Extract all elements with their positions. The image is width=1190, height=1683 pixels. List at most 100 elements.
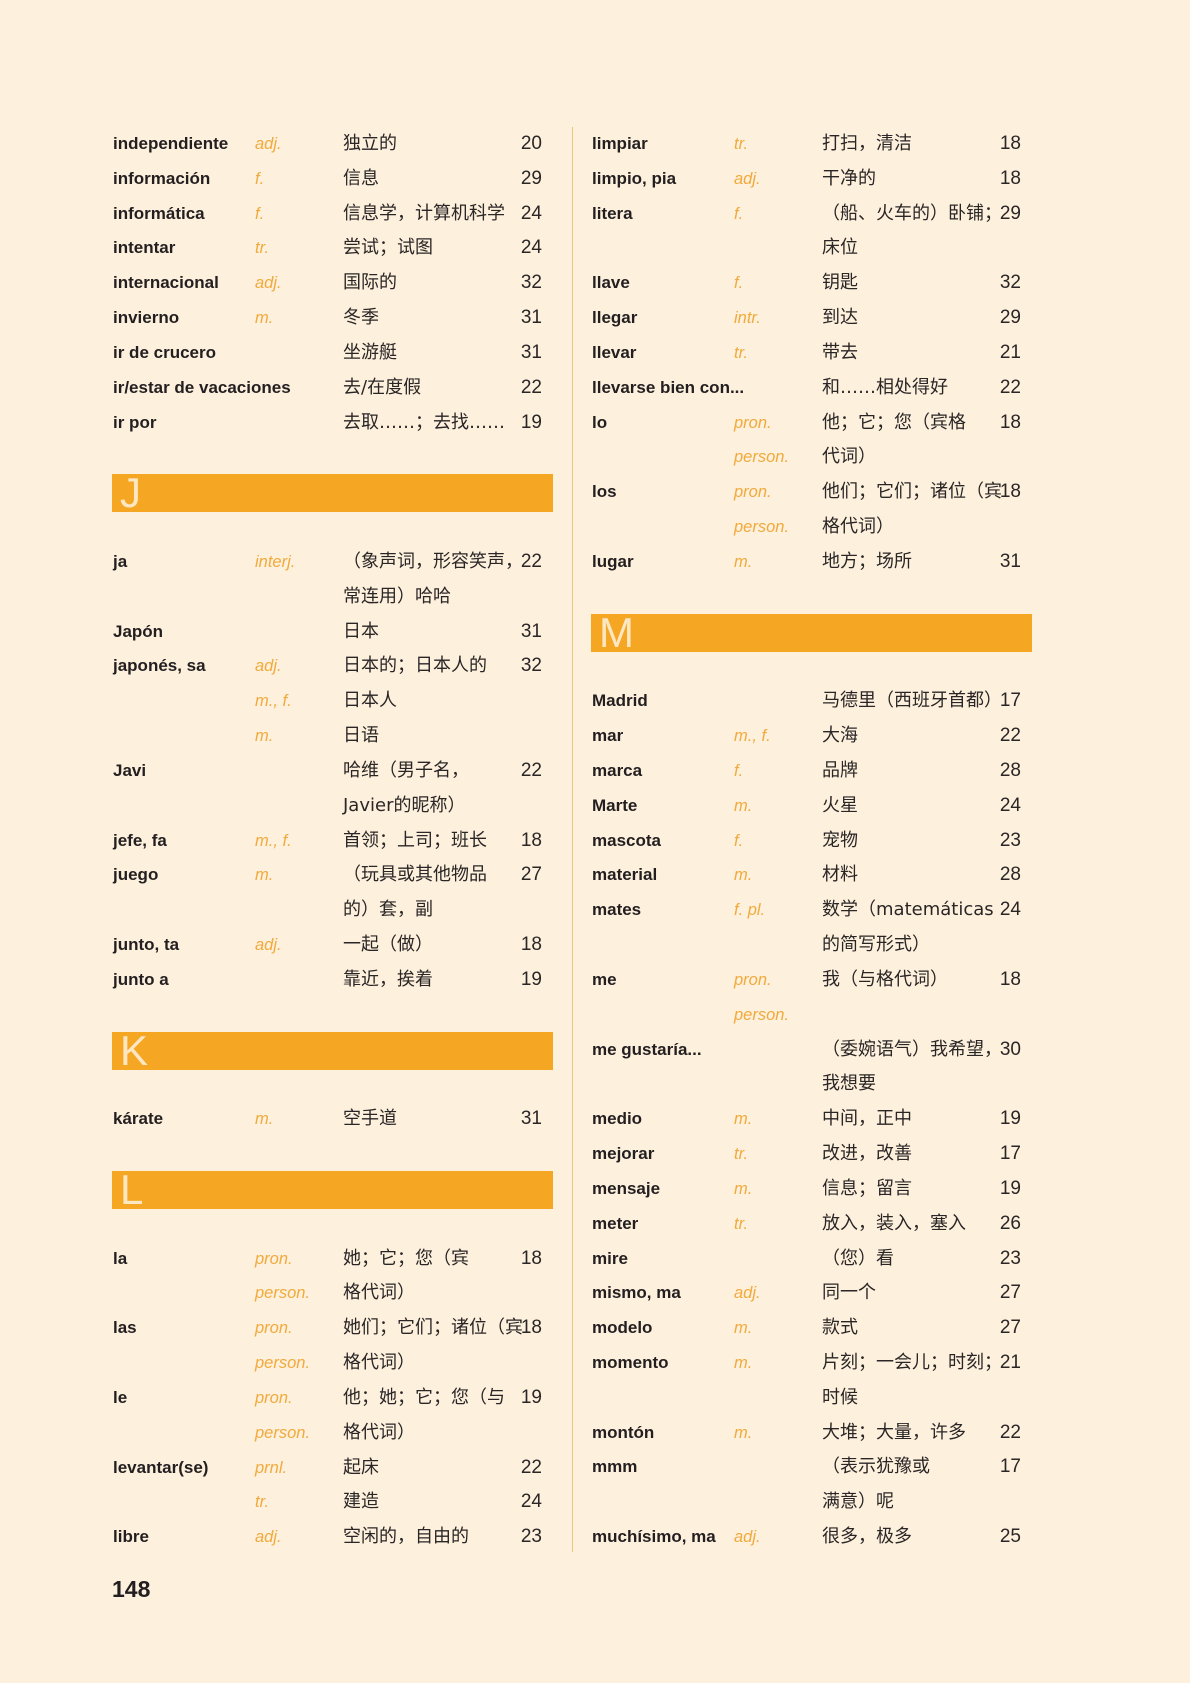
lesson-number: 27: [520, 864, 542, 886]
translation: 她；它；您（宾: [343, 1247, 469, 1269]
entry-line: lugar m. 地方；场所 31: [591, 545, 1033, 580]
translation: 国际的: [343, 272, 397, 294]
headword: libre: [113, 1527, 149, 1547]
part-of-speech: m., f.: [734, 727, 771, 746]
entry-line: mascota f. 宠物 23: [591, 824, 1033, 859]
lesson-number: 27: [999, 1282, 1021, 1304]
glossary-entry: Javi 哈维（男子名， 22 Javier的昵称）: [112, 754, 554, 824]
part-of-speech: person.: [255, 1423, 311, 1442]
part-of-speech: intr.: [734, 309, 761, 328]
glossary-entry: meter tr. 放入，装入，塞入 26: [591, 1207, 1033, 1242]
entry-line: levantar(se) prnl. 起床 22: [112, 1451, 554, 1486]
part-of-speech: tr.: [734, 1214, 749, 1233]
lesson-number: 23: [999, 1247, 1021, 1269]
section-header-j: J: [112, 440, 554, 545]
entry-line: juego m. （玩具或其他物品 27: [112, 858, 554, 893]
entry-line: lo pron. 他；它；您（宾格 18: [591, 406, 1033, 441]
lesson-number: 28: [999, 759, 1021, 781]
headword: levantar(se): [113, 1457, 209, 1477]
translation: 一起（做）: [343, 934, 433, 956]
glossary-entry: ir por 去取……；去找…… 19: [112, 406, 554, 441]
entry-line: person. 格代词）: [112, 1416, 554, 1451]
headword: jefe, fa: [113, 830, 167, 850]
glossary-entry: independiente adj. 独立的 20: [112, 127, 554, 162]
entry-line: muchísimo, ma adj. 很多，极多 25: [591, 1520, 1033, 1555]
translation: 品牌: [822, 759, 858, 781]
translation: 去取……；去找……: [343, 411, 505, 433]
headword: independiente: [113, 134, 229, 153]
translation: 空手道: [343, 1108, 397, 1130]
entry-line: llave f. 钥匙 32: [591, 266, 1033, 301]
section-letter: M: [599, 608, 634, 656]
glossary-entry: mascota f. 宠物 23: [591, 824, 1033, 859]
translation: 改进，改善: [822, 1143, 912, 1165]
part-of-speech: adj.: [255, 274, 282, 293]
glossary-entry: Japón 日本 31: [112, 615, 554, 650]
entry-line: momento m. 片刻；一会儿；时刻； 21: [591, 1346, 1033, 1381]
lesson-number: 20: [520, 133, 542, 154]
translation: （委婉语气）我希望，: [822, 1038, 1002, 1060]
translation: 他；它；您（宾格: [822, 411, 966, 433]
translation: 我（与格代词）: [822, 968, 948, 990]
entry-line: Javier的昵称）: [112, 789, 554, 824]
part-of-speech: person.: [734, 1005, 790, 1024]
entry-line: person. 格代词）: [591, 510, 1033, 545]
lesson-number: 22: [999, 1421, 1021, 1443]
entry-line: las pron. 她们；它们；诸位（宾 18: [112, 1311, 554, 1346]
part-of-speech: adj.: [255, 1528, 282, 1547]
lesson-number: 17: [999, 1456, 1021, 1478]
entry-line: 我想要: [591, 1067, 1033, 1102]
lesson-number: 32: [999, 272, 1021, 294]
translation: （您）看: [822, 1247, 894, 1269]
headword: medio: [592, 1109, 643, 1129]
translation: 干净的: [822, 167, 876, 189]
headword: mar: [592, 726, 624, 746]
lesson-number: 28: [999, 864, 1021, 886]
part-of-speech: m.: [255, 1110, 274, 1129]
part-of-speech: tr.: [734, 135, 749, 153]
part-of-speech: f.: [255, 204, 265, 223]
part-of-speech: person.: [255, 1354, 311, 1373]
lesson-number: 31: [520, 1108, 542, 1130]
part-of-speech: adj.: [734, 1284, 761, 1303]
lesson-number: 18: [520, 934, 542, 956]
translation: 材料: [822, 864, 858, 886]
entry-line: 床位: [591, 231, 1033, 266]
entry-line: ir/estar de vacaciones 去/在度假 22: [112, 371, 554, 406]
lesson-number: 29: [999, 202, 1021, 224]
glossary-entry: me gustaría... （委婉语气）我希望， 30 我想要: [591, 1033, 1033, 1103]
part-of-speech: m.: [734, 552, 753, 571]
lesson-number: 29: [520, 167, 542, 189]
part-of-speech: f.: [255, 169, 265, 188]
glossary-entry: jefe, fa m., f. 首领；上司；班长 18: [112, 824, 554, 859]
headword: mmm: [592, 1457, 638, 1477]
part-of-speech: interj.: [255, 552, 296, 571]
entry-line: libre adj. 空闲的，自由的 23: [112, 1520, 554, 1555]
part-of-speech: m., f.: [255, 692, 292, 711]
entry-line: kárate m. 空手道 31: [112, 1102, 554, 1137]
lesson-number: 23: [520, 1526, 542, 1548]
entry-line: 满意）呢: [591, 1485, 1033, 1520]
entry-line: person.: [591, 998, 1033, 1033]
part-of-speech: adj.: [734, 169, 761, 188]
lesson-number: 18: [999, 411, 1021, 433]
entry-line: mire （您）看 23: [591, 1242, 1033, 1277]
headword: mascota: [592, 830, 661, 850]
glossary-entry: material m. 材料 28: [591, 858, 1033, 893]
part-of-speech: person.: [734, 518, 790, 537]
part-of-speech: person.: [734, 448, 790, 467]
part-of-speech: tr.: [255, 1493, 270, 1512]
lesson-number: 19: [999, 1177, 1021, 1199]
glossary-entry: muchísimo, ma adj. 很多，极多 25: [591, 1520, 1033, 1555]
translation: 代词）: [822, 446, 876, 468]
translation: 很多，极多: [822, 1526, 912, 1548]
entry-line: llevar tr. 带去 21: [591, 336, 1033, 371]
translation: 大堆；大量，许多: [822, 1421, 966, 1443]
translation: 地方；场所: [822, 550, 912, 572]
headword: mismo, ma: [592, 1283, 681, 1303]
headword: llevarse bien con...: [592, 377, 745, 397]
entry-line: me gustaría... （委婉语气）我希望， 30: [591, 1033, 1033, 1068]
part-of-speech: m.: [734, 866, 753, 885]
lesson-number: 27: [999, 1317, 1021, 1339]
lesson-number: 32: [520, 272, 542, 294]
